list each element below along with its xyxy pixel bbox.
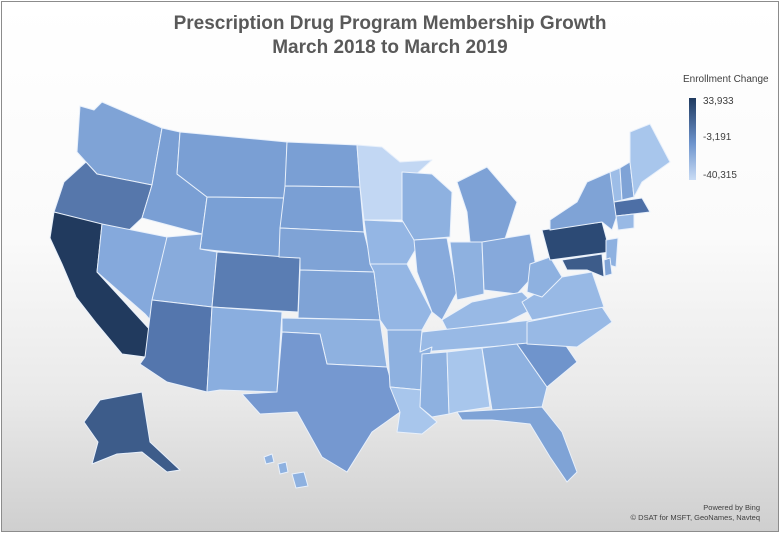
state-massachusetts[interactable] [613,197,651,217]
state-kansas[interactable] [297,269,381,321]
map-title: Prescription Drug Program Membership Gro… [2,12,778,60]
map-attribution: Powered by Bing © DSAT for MSFT, GeoName… [631,503,760,523]
state-texas[interactable] [241,331,401,473]
state-delaware[interactable] [603,257,613,277]
title-line-1: Prescription Drug Program Membership Gro… [173,13,607,34]
state-alaska[interactable] [83,391,181,473]
legend-mid-value: -3,191 [703,132,732,143]
attribution-powered-by: Powered by Bing [703,503,760,512]
legend-title: Enrollment Change [683,74,769,85]
state-connecticut[interactable] [615,213,635,231]
state-west-virginia[interactable] [526,256,563,298]
state-oregon[interactable] [53,161,153,233]
state-new-york[interactable] [549,171,621,231]
state-alabama[interactable] [446,347,491,415]
state-georgia[interactable] [481,343,548,411]
state-iowa[interactable] [363,219,418,265]
state-indiana[interactable] [449,241,485,301]
state-michigan[interactable] [456,166,518,243]
state-mississippi[interactable] [419,351,450,418]
state-nevada[interactable] [96,223,168,323]
legend-gradient-bar [689,98,696,180]
attribution-copyright: © DSAT for MSFT, GeoNames, Navteq [630,513,760,522]
legend-max-value: 33,933 [703,96,734,107]
state-wisconsin[interactable] [401,171,453,241]
state-new-mexico[interactable] [206,306,283,393]
state-ohio[interactable] [481,233,538,295]
state-arizona[interactable] [139,299,213,393]
state-wyoming[interactable] [199,196,286,258]
title-line-2: March 2018 to March 2019 [272,37,508,58]
state-colorado[interactable] [211,251,301,313]
state-south-dakota[interactable] [279,185,365,233]
state-hawaii[interactable] [263,453,309,489]
color-legend: Enrollment Change 33,933 -3,191 -40,315 [683,74,773,184]
state-maryland[interactable] [561,253,605,278]
state-maine[interactable] [629,123,671,198]
state-florida[interactable] [456,406,578,483]
legend-min-value: -40,315 [703,170,737,181]
state-north-dakota[interactable] [284,141,361,188]
